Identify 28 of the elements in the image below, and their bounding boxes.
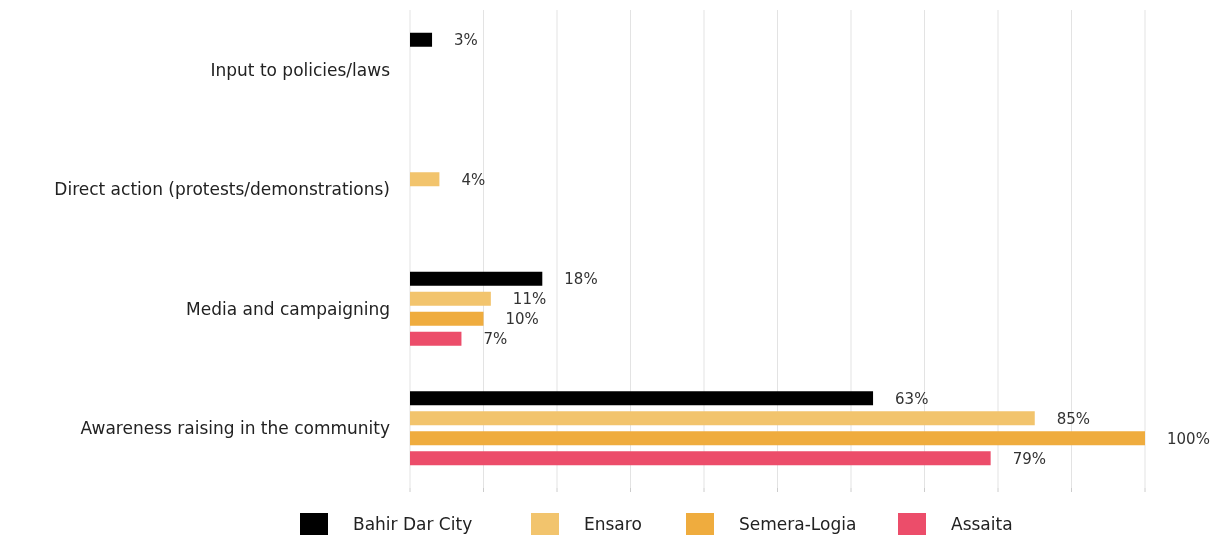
data-label: 10%: [505, 310, 539, 328]
data-label: 100%: [1167, 429, 1210, 448]
legend-label: Ensaro: [584, 513, 642, 534]
bar: [410, 331, 462, 346]
bar: [410, 411, 1035, 426]
data-label: 11%: [512, 290, 547, 308]
data-label: 79%: [1012, 449, 1046, 468]
y-tick-label: Direct action (protests/demonstrations): [54, 179, 390, 200]
legend-label: Semera-Logia: [739, 513, 857, 534]
bar: [410, 271, 543, 286]
data-label: 63%: [895, 389, 929, 408]
legend-label: Assaita: [951, 513, 1013, 534]
bar: [410, 431, 1145, 446]
data-label: 7%: [483, 330, 508, 348]
data-label: 85%: [1056, 409, 1091, 428]
data-label: 4%: [461, 170, 486, 189]
y-tick-label: Input to policies/laws: [210, 59, 391, 80]
bar: [410, 32, 433, 47]
bar: [410, 172, 440, 187]
y-tick-label: Awareness raising in the community: [80, 418, 390, 439]
bar: [410, 391, 874, 406]
bar: [410, 451, 991, 466]
data-label: 18%: [564, 270, 598, 288]
bar: [410, 311, 484, 326]
data-label: 3%: [454, 31, 478, 49]
legend-label: Bahir Dar City: [353, 513, 473, 534]
y-tick-label: Media and campaigning: [186, 298, 390, 319]
bar: [410, 291, 491, 306]
